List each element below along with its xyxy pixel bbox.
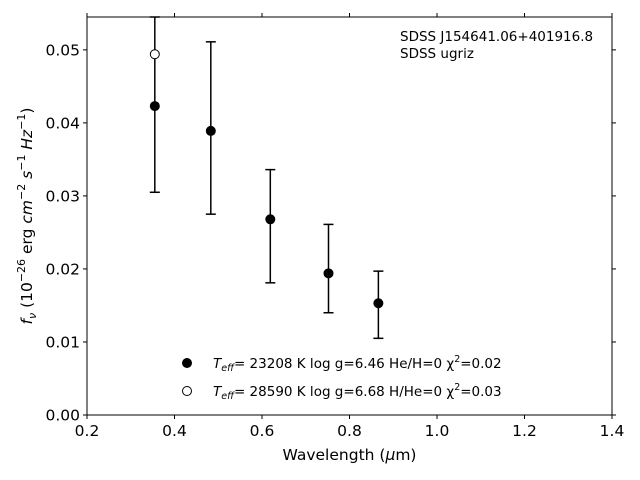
y-tick-label: 0.03: [45, 187, 80, 205]
annotation-line-1: SDSS J154641.06+401916.8: [400, 29, 593, 45]
x-tick-label: 0.6: [250, 422, 275, 440]
x-tick-label: 1.2: [512, 422, 537, 440]
model-point-filled: [205, 125, 216, 136]
y-tick-label: 0.04: [45, 114, 80, 132]
data-layer: [149, 16, 384, 340]
x-tick-label: 0.2: [75, 422, 100, 440]
model-point-filled: [323, 268, 334, 279]
y-tick-label: 0.02: [45, 260, 80, 278]
y-tick-label: 0.01: [45, 333, 80, 351]
annotation-line-2: SDSS ugriz: [400, 46, 474, 62]
model-point-filled: [149, 101, 160, 112]
plot-frame: [86, 16, 613, 416]
x-tick-label: 1.4: [600, 422, 625, 440]
y-axis-label: fν (10−26 erg cm−2 s−1 Hz−1): [15, 108, 39, 325]
model-point-open: [149, 49, 160, 60]
legend-label-1: Teff= 23208 K log g=6.46 He/H=0 χ2=0.02: [213, 354, 502, 374]
legend-label-2: Teff= 28590 K log g=6.68 H/He=0 χ2=0.03: [213, 382, 502, 402]
legend-marker-filled: [182, 358, 192, 368]
legend-marker-open: [182, 386, 192, 396]
model-point-filled: [373, 298, 384, 309]
x-axis-label: Wavelength (μm): [283, 446, 417, 464]
model-point-filled: [265, 214, 276, 225]
ticks-layer: 0.2 0.4 0.6 0.8 1.0 1.2 1.4 0.00 0.01 0.02 0.03 0.0…: [45, 13, 624, 440]
x-tick-label: 0.4: [162, 422, 187, 440]
y-tick-label: 0.00: [45, 407, 80, 425]
y-tick-label: 0.05: [45, 41, 80, 59]
legend: Teff= 23208 K log g=6.46 He/H=0 χ2=0.02 …: [182, 354, 502, 402]
x-tick-label: 1.0: [425, 422, 450, 440]
x-tick-label: 0.8: [337, 422, 362, 440]
